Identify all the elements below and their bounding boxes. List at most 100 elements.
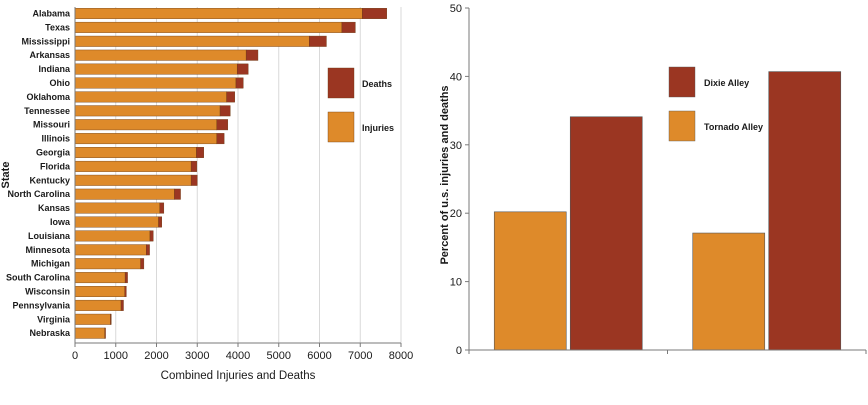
x-tick-label-4000: 4000 [226,350,250,362]
bar-tennessee-deaths [219,105,231,117]
legend-swatch-dixie-alley [668,66,696,98]
x-axis-ticks [468,350,867,354]
state-label-arkansas: Arkansas [29,50,70,60]
bar-oklahoma-deaths [226,91,235,103]
x-tick-label-5000: 5000 [267,350,291,362]
legend: Dixie Alley Tornado Alley [668,66,763,142]
bar-illinois-deaths [216,133,225,145]
bar-group1-tornado-alley [493,211,567,351]
state-label-michigan: Michigan [31,259,70,269]
legend-swatch-deaths [327,67,355,99]
state-label-illinois: Illinois [41,134,70,144]
bar-south-carolina-injuries [74,272,126,284]
x-tick-label-0: 0 [72,350,78,362]
legend-label-tornado-alley: Tornado Alley [704,122,763,132]
x-axis-ticks: 0 1000 2000 3000 4000 5000 6000 7000 8000 [72,343,413,362]
bar-indiana-injuries [74,63,238,75]
bar-louisiana-injuries [74,230,151,242]
state-label-nebraska: Nebraska [29,328,71,338]
bar-georgia-deaths [196,147,204,158]
x-tick-label-2000: 2000 [144,350,168,362]
bar-south-carolina-deaths [124,272,128,284]
bar-wisconsin-deaths [124,286,127,297]
state-label-oklahoma: Oklahoma [26,92,71,102]
state-label-louisiana: Louisiana [28,231,71,241]
bar-ohio-deaths [235,77,244,89]
x-tick-label-6000: 6000 [307,350,331,362]
bar-virginia-injuries [74,313,111,325]
state-label-ohio: Ohio [50,78,71,88]
state-label-missouri: Missouri [33,120,70,130]
x-tick-label-3000: 3000 [185,350,209,362]
bar-texas-deaths [341,21,356,33]
state-injuries-deaths-chart: Alabama Texas Mississippi Arkansas Indiana Oh… [0,7,413,382]
legend-swatch-tornado-alley [668,110,696,142]
bar-florida-deaths [190,160,198,172]
y-tick-label-10: 10 [450,277,462,289]
bar-arkansas-deaths [245,49,259,61]
y-tick-label-40: 40 [450,71,462,83]
x-tick-label-1000: 1000 [104,350,128,362]
state-label-virginia: Virginia [37,314,71,324]
bar-mississippi-injuries [74,35,310,47]
bar-georgia-injuries [74,147,197,158]
bar-wisconsin-injuries [74,286,125,297]
bar-texas-injuries [74,21,343,33]
bar-alabama-deaths [362,8,387,19]
state-label-iowa: Iowa [50,217,71,227]
bar-michigan-deaths [140,258,145,270]
y-tick-label-20: 20 [450,208,462,220]
bar-michigan-injuries [74,258,141,270]
state-label-wisconsin: Wisconsin [25,287,70,297]
x-tick-label-8000: 8000 [389,350,413,362]
bar-pennsylvania-injuries [74,299,122,311]
bar-group2-dixie-alley [768,71,842,351]
bar-kentucky-deaths [190,174,198,186]
state-labels: Alabama Texas Mississippi Arkansas Indiana Oh… [6,9,71,339]
bar-tennessee-injuries [74,105,221,117]
bar-iowa-deaths [158,216,162,228]
y-axis-ticks: 0 10 20 30 40 50 [450,3,469,357]
y-axis-title: State [0,162,12,189]
bar-nebraska-deaths [104,327,106,339]
y-tick-label-50: 50 [450,3,462,15]
bar-indiana-deaths [236,63,249,75]
bar-nebraska-injuries [74,327,105,339]
bar-louisiana-deaths [149,230,154,242]
bar-minnesota-injuries [74,244,147,256]
bar-missouri-deaths [216,119,229,131]
state-label-tennessee: Tennessee [24,106,70,116]
state-label-mississippi: Mississippi [21,36,70,46]
bar-florida-injuries [74,160,192,172]
state-label-florida: Florida [40,161,71,171]
state-label-minnesota: Minnesota [25,245,70,255]
bar-virginia-deaths [110,313,112,325]
stacked-bars [74,8,387,339]
bar-minnesota-deaths [146,244,150,256]
x-axis-title: Combined Injuries and Deaths [161,370,316,382]
bar-pennsylvania-deaths [120,299,124,311]
state-label-indiana: Indiana [38,64,70,74]
bar-alabama-injuries [74,8,363,19]
state-label-texas: Texas [45,22,70,32]
x-tick-label-7000: 7000 [348,350,372,362]
bar-kansas-injuries [74,202,160,214]
state-label-georgia: Georgia [36,148,71,158]
bar-group2-tornado-alley [692,232,766,351]
bar-oklahoma-injuries [74,91,227,103]
bar-missouri-injuries [74,119,218,131]
bar-mississippi-deaths [309,35,327,47]
y-tick-label-30: 30 [450,140,462,152]
legend-label-deaths: Deaths [362,79,392,89]
state-label-south-carolina: South Carolina [6,273,71,283]
state-label-kansas: Kansas [38,203,70,213]
state-label-alabama: Alabama [32,9,71,19]
bar-illinois-injuries [74,133,218,145]
legend-label-injuries: Injuries [362,123,394,133]
bar-north-carolina-deaths [174,188,181,200]
bar-iowa-injuries [74,216,159,228]
bar-group1-dixie-alley [569,116,643,351]
bar-kentucky-injuries [74,174,192,186]
grouped-bars [493,71,842,351]
